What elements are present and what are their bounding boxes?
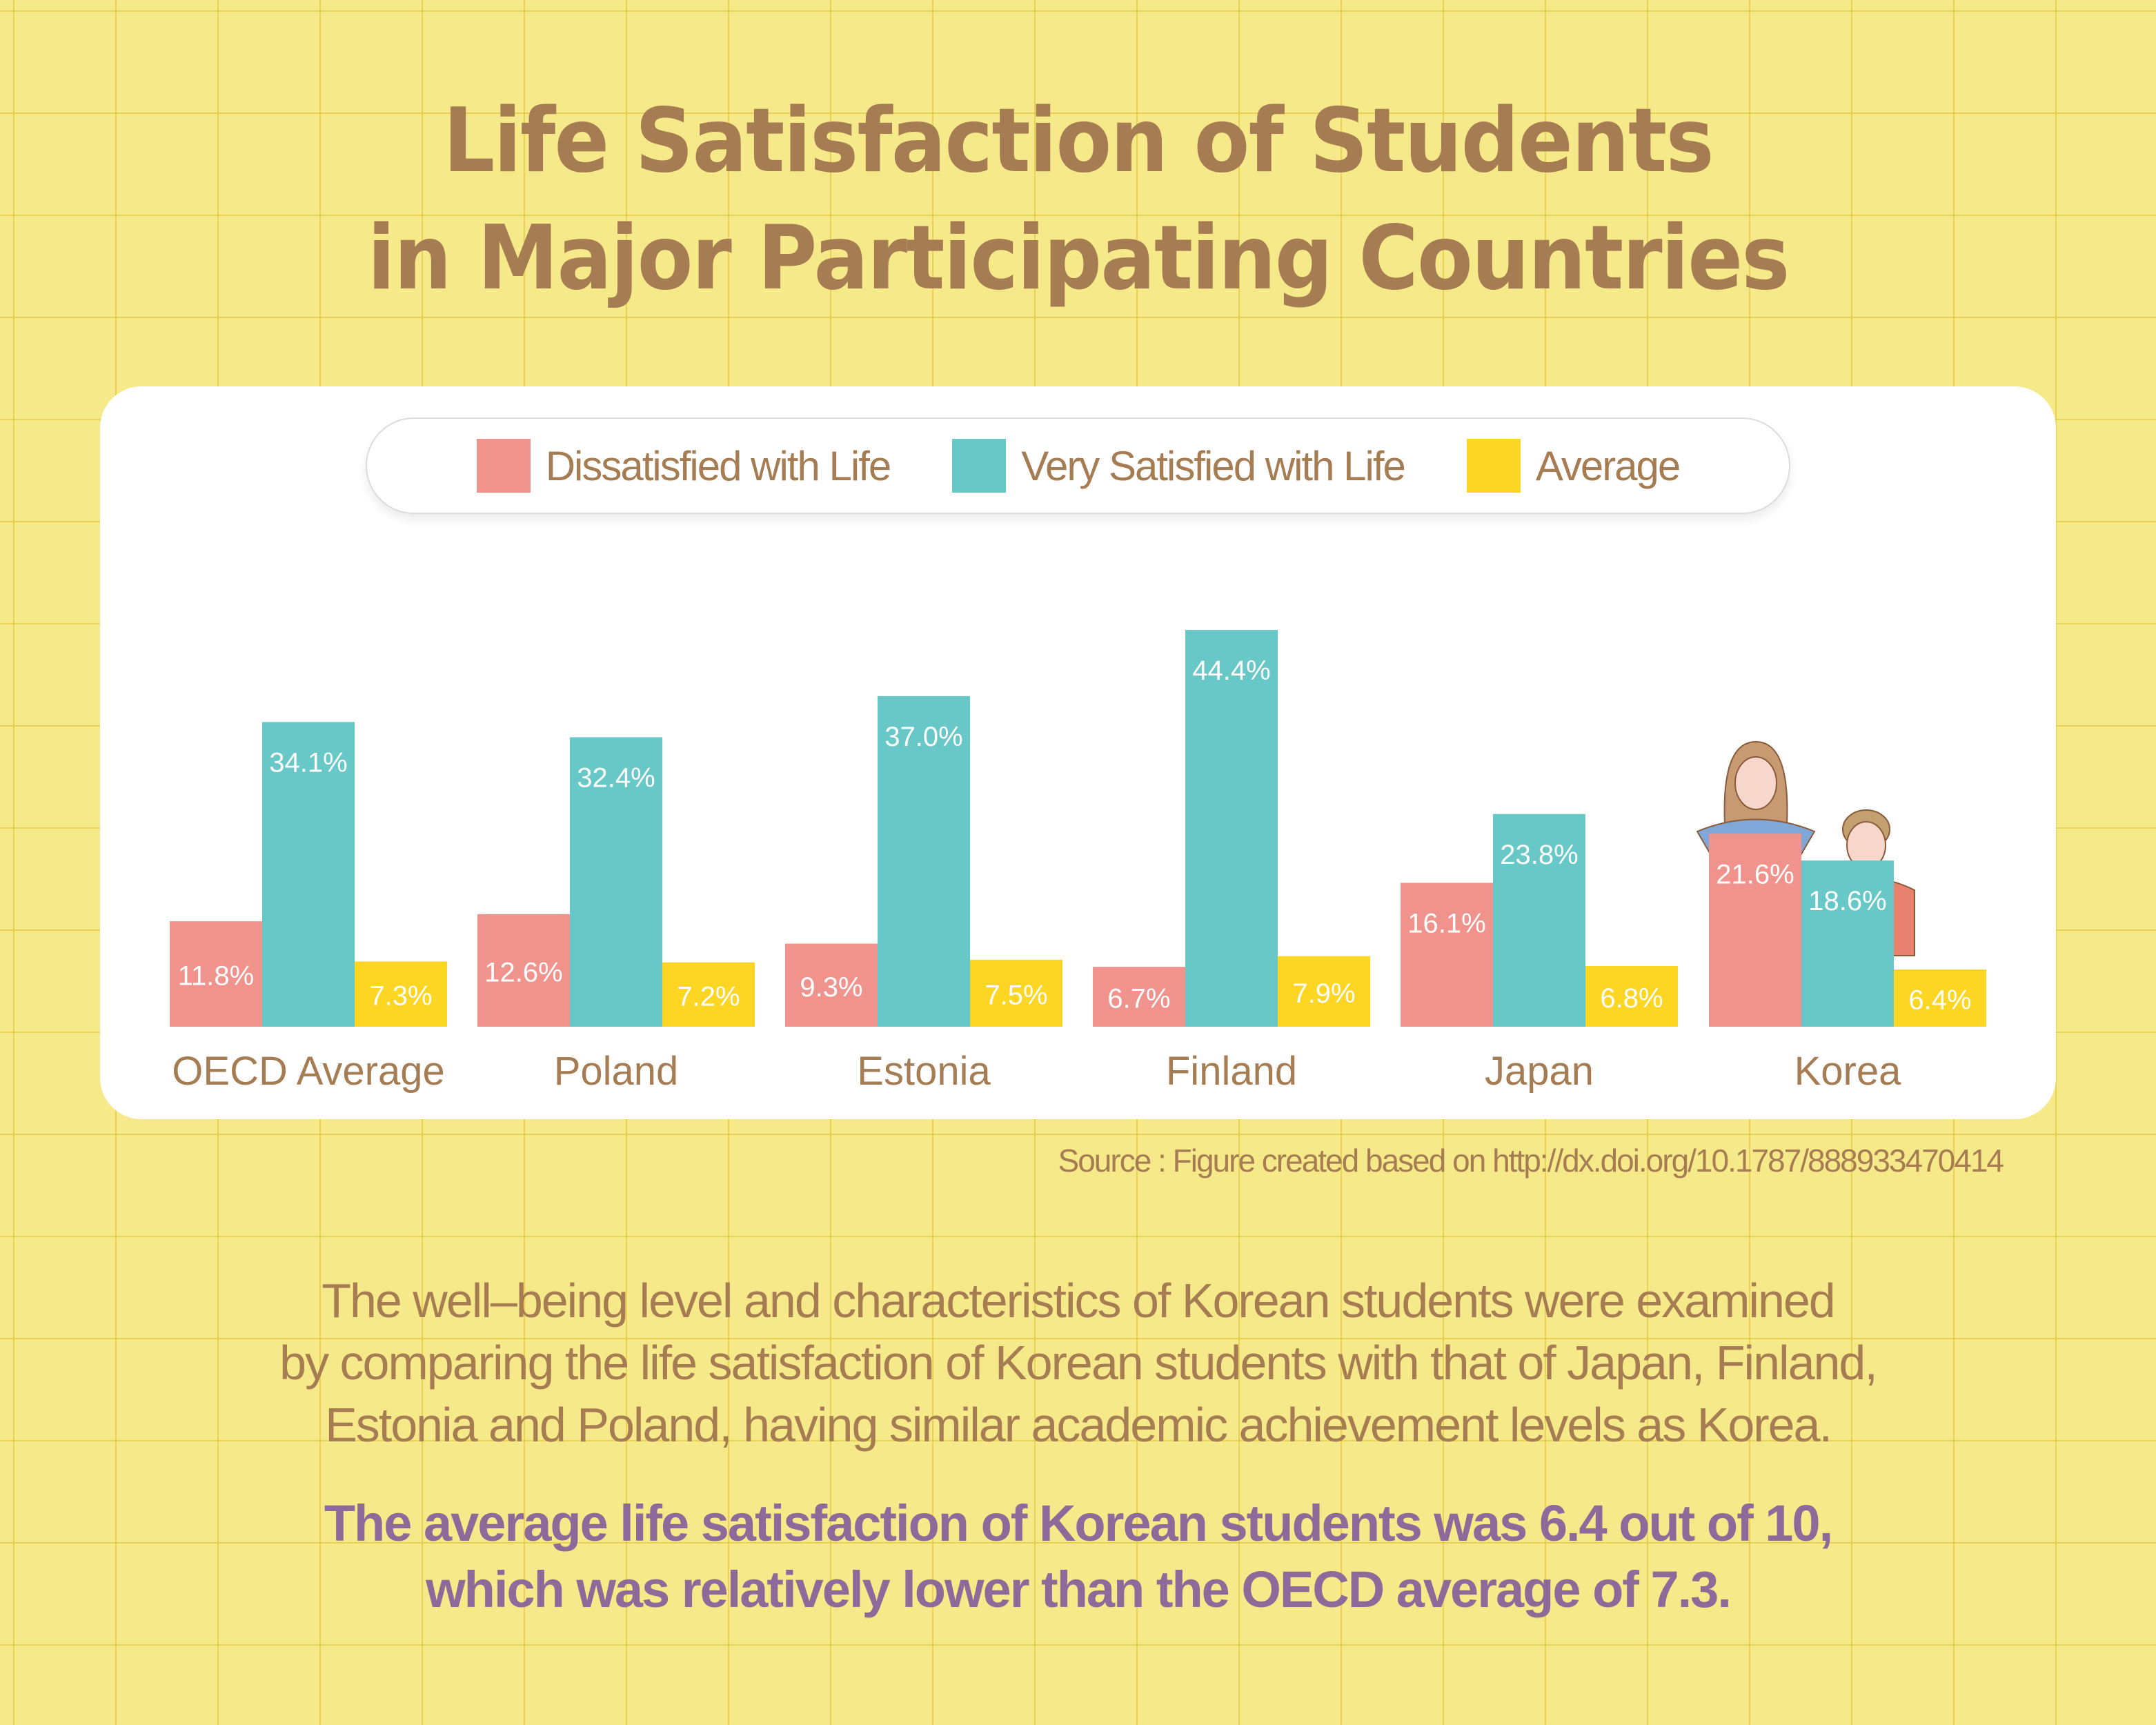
chart-legend: Dissatisfied with Life Very Satisfied wi… <box>366 417 1790 514</box>
data-label: 32.4% <box>577 762 655 793</box>
bar-group-oecd-average: 11.8% 34.1% 7.3% OECD Average <box>170 722 447 1094</box>
description-line: The well–being level and characteristics… <box>322 1274 1836 1328</box>
bar <box>1401 883 1493 1027</box>
bar <box>970 959 1062 1027</box>
legend-swatch-average <box>1466 439 1521 493</box>
highlight-text: The average life satisfaction of Korean … <box>0 1490 2156 1623</box>
bar <box>662 962 755 1027</box>
data-label: 18.6% <box>1808 886 1886 916</box>
bar <box>1709 834 1801 1027</box>
data-label: 34.1% <box>269 747 347 778</box>
data-label: 21.6% <box>1716 859 1794 889</box>
legend-swatch-dissatisfied <box>476 439 531 493</box>
category-label: Estonia <box>857 1049 991 1094</box>
bar <box>1093 967 1185 1027</box>
title-line-2: in Major Participating Countries <box>367 207 1790 310</box>
bar <box>570 737 662 1027</box>
title-line-1: Life Satisfaction of Students <box>443 90 1714 193</box>
legend-item-very-satisfied: Very Satisfied with Life <box>952 439 1406 493</box>
category-label: OECD Average <box>172 1049 444 1094</box>
data-label: 6.7% <box>1107 984 1170 1014</box>
category-label: Japan <box>1485 1049 1594 1094</box>
data-label: 23.8% <box>1500 840 1578 870</box>
data-label: 7.3% <box>369 981 432 1012</box>
highlight-line: which was relatively lower than the OECD… <box>426 1561 1732 1618</box>
legend-label-dissatisfied: Dissatisfied with Life <box>545 442 892 489</box>
source-note: Source : Figure created based on http://… <box>1058 1143 2004 1179</box>
data-label: 11.8% <box>178 961 254 992</box>
bar <box>1894 969 1986 1027</box>
bar <box>262 722 355 1027</box>
data-label: 16.1% <box>1407 909 1485 939</box>
bar <box>355 961 447 1027</box>
bar <box>170 921 262 1027</box>
bar-group-korea: 21.6% 18.6% 6.4% Korea <box>1709 834 1986 1094</box>
legend-item-average: Average <box>1466 439 1681 493</box>
highlight-line: The average life satisfaction of Korean … <box>324 1495 1833 1552</box>
bar <box>1278 956 1370 1027</box>
bar-group-estonia: 9.3% 37.0% 7.5% Estonia <box>785 696 1062 1094</box>
girl-face <box>1734 756 1777 810</box>
data-label: 6.8% <box>1600 983 1663 1014</box>
bar-group-japan: 16.1% 23.8% 6.8% Japan <box>1401 814 1678 1094</box>
bar <box>1493 814 1585 1027</box>
legend-swatch-very-satisfied <box>952 439 1007 493</box>
data-label: 7.9% <box>1292 978 1355 1009</box>
legend-label-very-satisfied: Very Satisfied with Life <box>1021 442 1406 489</box>
bar <box>878 696 970 1027</box>
data-label: 44.4% <box>1192 656 1270 686</box>
description-line: by comparing the life satisfaction of Ko… <box>279 1336 1878 1390</box>
bar <box>477 914 570 1027</box>
data-label: 12.6% <box>484 957 562 987</box>
description-line: Estonia and Poland, having similar acade… <box>325 1398 1832 1452</box>
bar-chart: 11.8% 34.1% 7.3% OECD Average 12.6% 32.4% 7.2%… <box>170 630 1986 1094</box>
legend-label-average: Average <box>1535 442 1681 489</box>
bar <box>785 943 878 1027</box>
description: The well–being level and characteristics… <box>0 1270 2156 1456</box>
data-label: 6.4% <box>1908 985 1971 1016</box>
bar <box>1585 965 1678 1027</box>
category-label: Poland <box>554 1049 679 1094</box>
bar <box>1185 630 1278 1027</box>
data-label: 37.0% <box>884 722 962 752</box>
legend-item-dissatisfied: Dissatisfied with Life <box>476 439 892 493</box>
category-label: Finland <box>1166 1049 1297 1094</box>
data-label: 7.5% <box>985 980 1047 1010</box>
bar-group-poland: 12.6% 32.4% 7.2% Poland <box>477 737 755 1094</box>
bar <box>1801 860 1894 1027</box>
category-label: Korea <box>1794 1049 1902 1094</box>
bar-group-finland: 6.7% 44.4% 7.9% Finland <box>1093 630 1370 1094</box>
data-label: 7.2% <box>677 981 740 1012</box>
page-title: Life Satisfaction of Students in Major P… <box>0 83 2156 317</box>
data-label: 9.3% <box>800 972 862 1003</box>
